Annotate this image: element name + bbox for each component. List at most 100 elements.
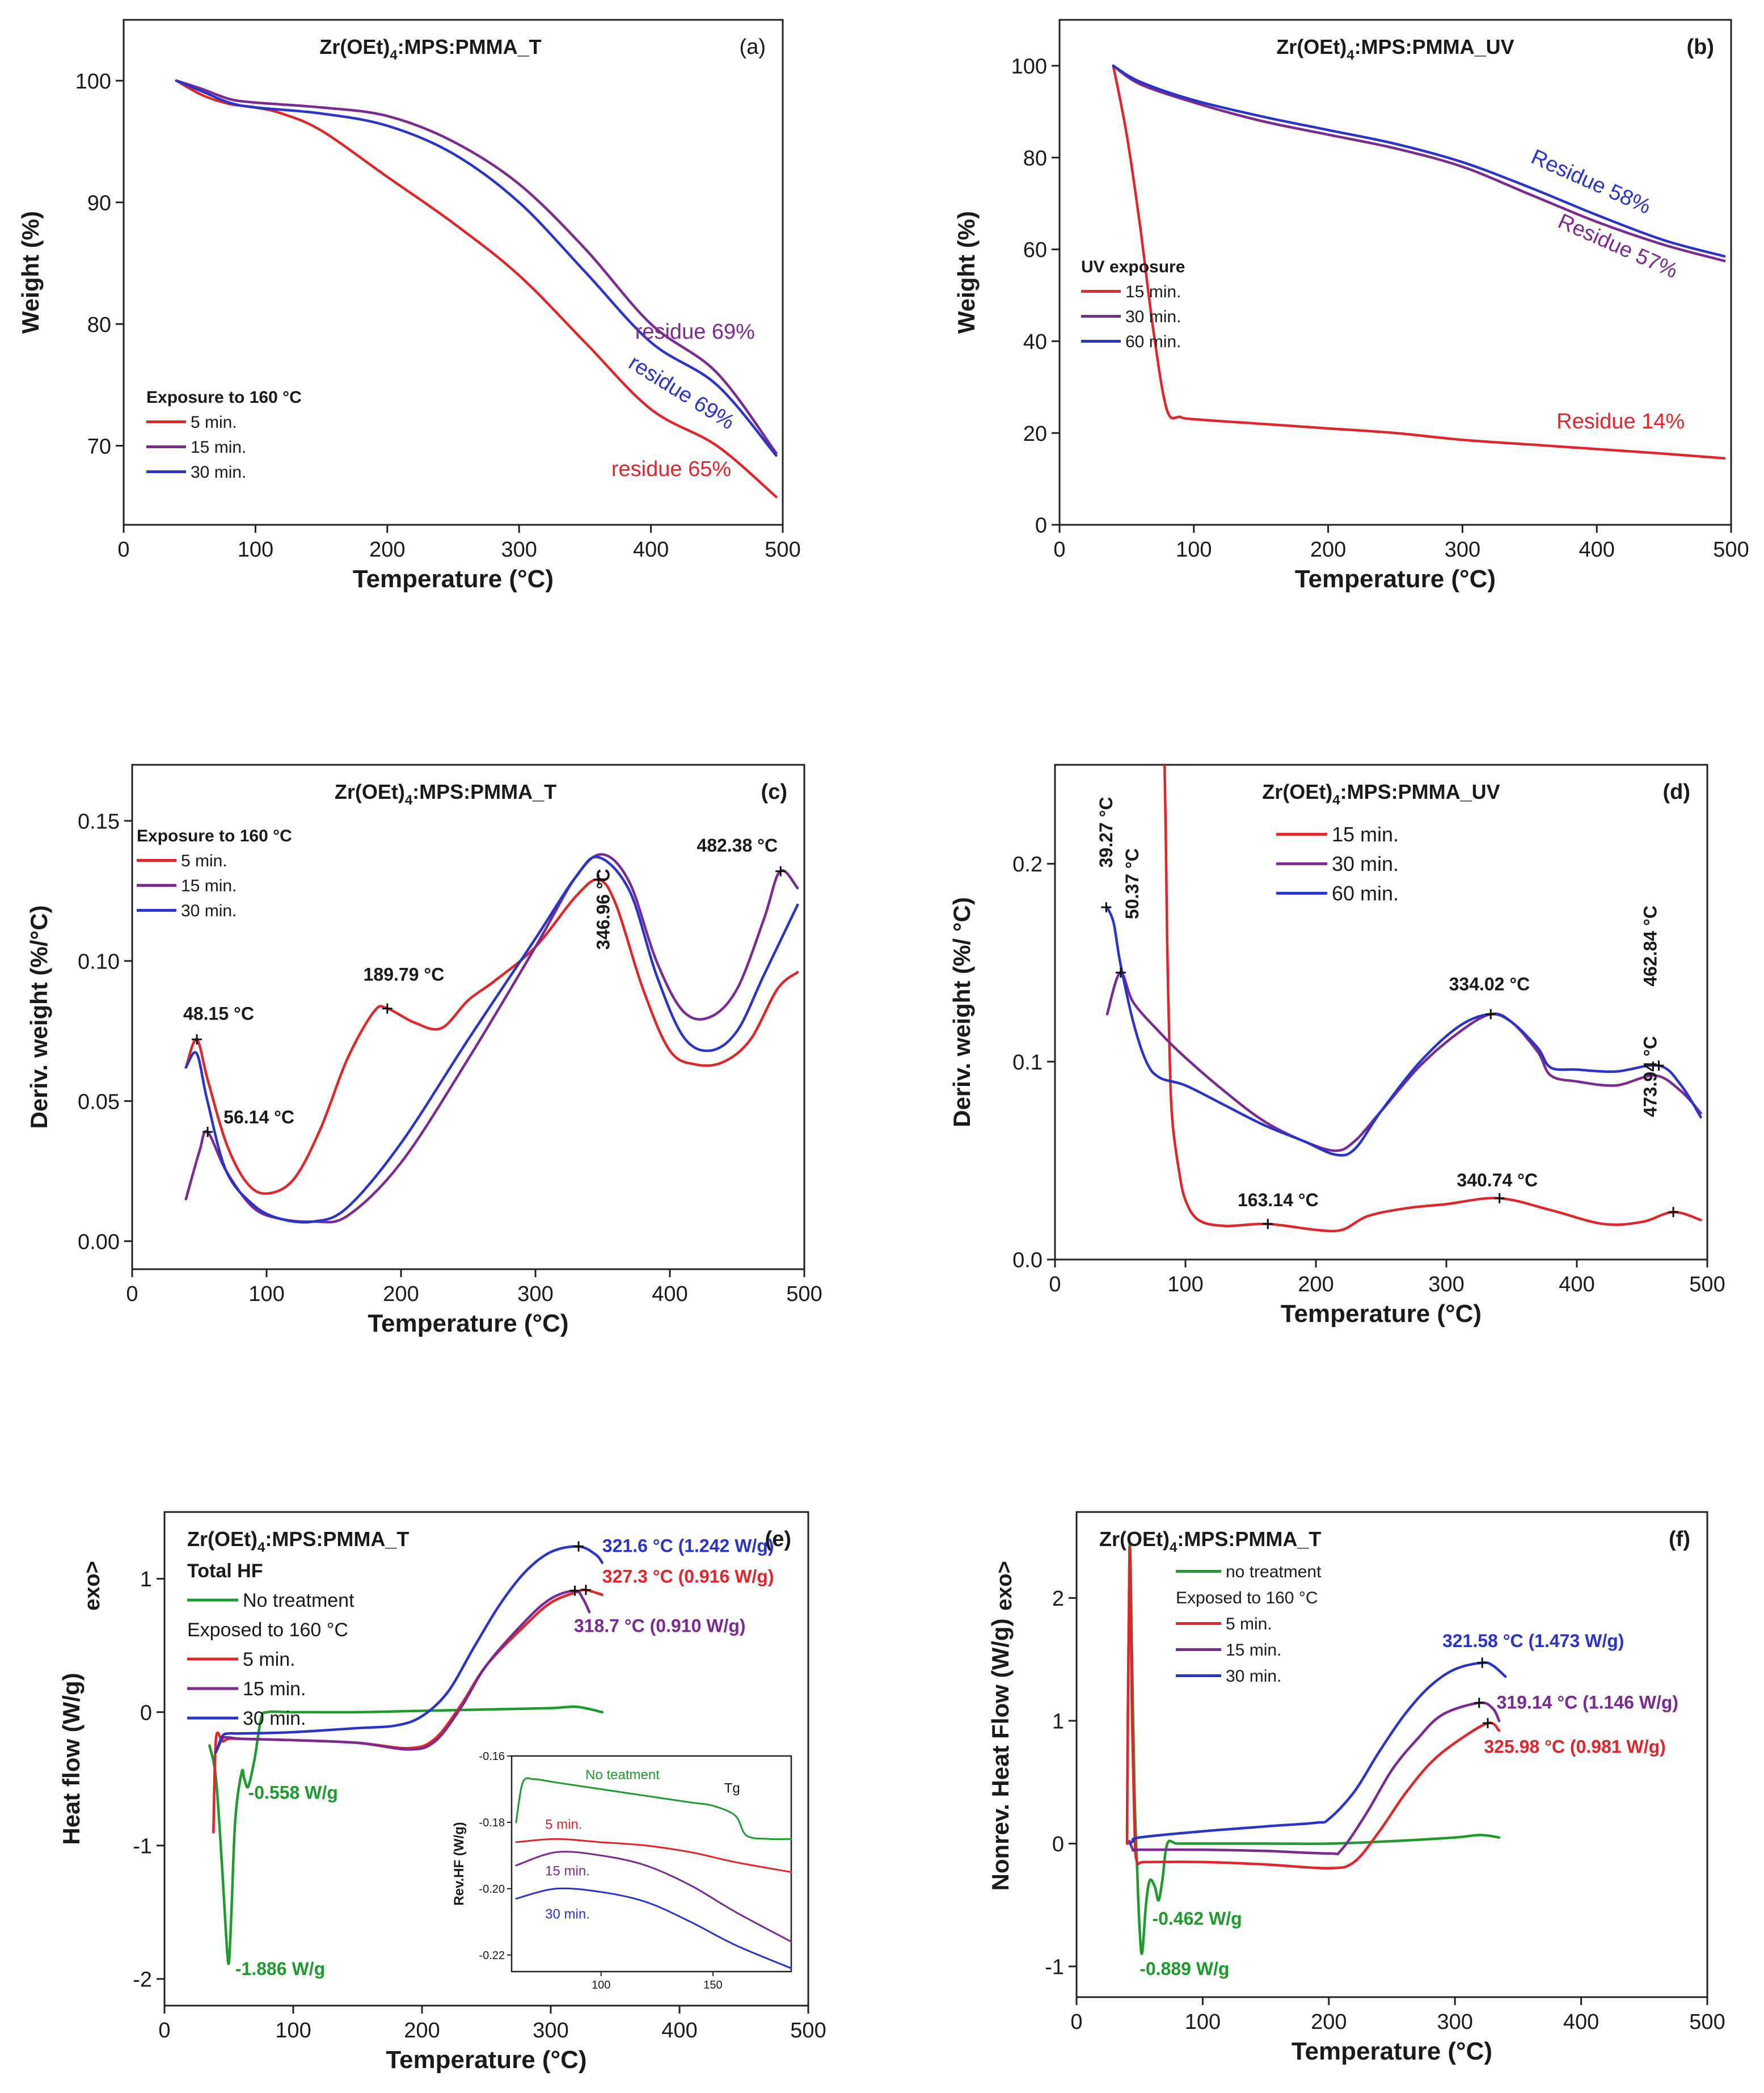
- series-line-15-min-: [175, 79, 778, 454]
- legend-entry: Exposed to 160 °C: [1176, 1589, 1318, 1607]
- inset-chart: 100 150 -0.16 -0.18 -0.20 -0.22 Rev.HF (W/g) No…: [451, 1750, 792, 1991]
- annotation-label: Residue 57%: [1554, 209, 1681, 283]
- inset-series-label: No teatment: [585, 1767, 660, 1783]
- chart-title-part: :MPS:PMMA_T: [265, 1527, 409, 1551]
- series-line-30-min-: [184, 856, 799, 1224]
- y-tick-label: -1: [1045, 1956, 1064, 1980]
- series-line-30-min-: [214, 1545, 604, 1754]
- y-axis-label: Weight (%): [953, 211, 980, 334]
- inset-y-tick-label: -0.20: [479, 1883, 505, 1896]
- y-tick-label: -1: [133, 1835, 152, 1859]
- peak-marker: [569, 1585, 580, 1596]
- legend-entry: 15 min.: [243, 1678, 306, 1700]
- x-axis-label: Temperature (°C): [1295, 565, 1496, 593]
- peak-marker: [1477, 1657, 1488, 1668]
- chart-title-part: :MPS:PMMA_UV: [1340, 780, 1500, 803]
- annotation-label: -0.558 W/g: [248, 1783, 338, 1803]
- x-axis-label: Temperature (°C): [1292, 2037, 1492, 2065]
- peak-marker: [775, 866, 786, 877]
- x-tick-label: 500: [765, 538, 800, 562]
- annotation-label: 48.15 °C: [183, 1003, 254, 1024]
- legend-title: UV exposure: [1081, 258, 1185, 276]
- series-line-30-min-: [515, 1887, 792, 1969]
- y-tick-label: 2: [1052, 1587, 1064, 1611]
- x-tick-label: 400: [633, 538, 669, 562]
- panel-label: (c): [761, 780, 787, 804]
- y-axis-label: Nonrev. Heat Flow (W/g): [987, 1619, 1014, 1891]
- y-tick-label: 0: [1035, 514, 1047, 538]
- x-tick-label: 200: [404, 2019, 440, 2043]
- x-tick-label: 200: [1311, 2010, 1347, 2034]
- legend-entry: 60 min.: [1332, 882, 1399, 905]
- series-line-5-min-: [212, 1588, 604, 1834]
- annotation-label: 462.84 °C: [1640, 906, 1660, 987]
- legend-entry: 30 min.: [1226, 1667, 1281, 1686]
- annotation-label: -0.462 W/g: [1152, 1908, 1242, 1928]
- y-axis-label: Deriv. weight (%/°C): [26, 905, 52, 1128]
- series-group: [1105, 765, 1702, 1233]
- peak-marker: [1486, 1009, 1496, 1020]
- x-tick-label: 300: [517, 1282, 553, 1306]
- annotation-label: -0.889 W/g: [1140, 1959, 1229, 1979]
- legend: UV exposure 15 min. 30 min. 60 min.: [1081, 258, 1185, 351]
- x-tick-label: 300: [501, 538, 537, 562]
- legend: Exposure to 160 °C 5 min. 15 min. 30 min.: [137, 827, 292, 920]
- x-tick-label: 0: [117, 538, 129, 562]
- series-group: [1125, 1542, 1507, 1955]
- series-line-5-min-: [175, 79, 778, 498]
- inset-series-label: 30 min.: [545, 1906, 590, 1922]
- chart-panel-e: 0 100 200 300 400 500 -2 -1 0 1 Zr(OEt)4:MPS:PMMA_…: [58, 1511, 826, 2074]
- chart-title-subscript: 4: [258, 1540, 265, 1555]
- chart-title-part: :MPS:PMMA_T: [398, 35, 542, 58]
- x-tick-label: 0: [1070, 2010, 1082, 2034]
- panel-label: (b): [1686, 35, 1714, 59]
- peak-marker: [1668, 1207, 1679, 1218]
- x-tick-label: 100: [1167, 1273, 1203, 1296]
- series-group: [208, 1545, 604, 1965]
- annotation-label: 327.3 °C (0.916 W/g): [602, 1566, 774, 1587]
- annotation-label: 325.98 °C (0.981 W/g): [1484, 1736, 1665, 1757]
- chart-title-subscript: 4: [1332, 793, 1340, 808]
- x-tick-label: 100: [275, 2019, 311, 2043]
- legend: Exposure to 160 °C 5 min. 15 min. 30 min.: [146, 388, 302, 482]
- legend-title: Exposure to 160 °C: [146, 388, 302, 407]
- legend-entry: no treatment: [1226, 1563, 1322, 1581]
- annotation-label: 39.27 °C: [1096, 797, 1116, 868]
- x-axis-label: Temperature (°C): [368, 1309, 568, 1337]
- series-line-no-treatment: [515, 1777, 792, 1841]
- legend: Total HF No treatment Exposed to 160 °C 5 m…: [187, 1560, 355, 1729]
- x-tick-label: 500: [1713, 538, 1749, 562]
- peak-marker: [192, 1034, 202, 1045]
- annotation-label: 318.7 °C (0.910 W/g): [574, 1616, 746, 1636]
- inset-series-label: Tg: [724, 1780, 740, 1796]
- annotation-label: 340.74 °C: [1457, 1170, 1538, 1190]
- x-tick-label: 400: [1559, 1273, 1594, 1296]
- peak-marker: [593, 874, 604, 885]
- plot-frame: [163, 1511, 809, 2007]
- chart-title-part: Zr(OEt): [187, 1527, 258, 1551]
- y-tick-label: 100: [75, 70, 111, 94]
- series-line-30-min-: [175, 79, 778, 457]
- chart-title-part: Zr(OEt): [1262, 780, 1332, 803]
- x-tick-label: 0: [158, 2019, 170, 2043]
- series-line-60-min-: [1112, 64, 1726, 258]
- legend-entry: 5 min.: [191, 413, 237, 432]
- chart-title-part: Zr(OEt): [1276, 35, 1347, 58]
- series-line-30-min-: [1105, 971, 1702, 1152]
- chart-title: Zr(OEt)4:MPS:PMMA_T: [187, 1527, 409, 1555]
- plot-frame: [1058, 19, 1732, 526]
- chart-title-subscript: 4: [1347, 48, 1354, 63]
- y-tick-label: 0: [1052, 1833, 1064, 1856]
- chart-title: Zr(OEt)4:MPS:PMMA_T: [335, 780, 556, 808]
- annotation-label: -1.886 W/g: [235, 1959, 325, 1979]
- panel-label: (a): [740, 35, 766, 59]
- annotation-label: 321.6 °C (1.242 W/g): [602, 1536, 774, 1556]
- x-tick-label: 300: [533, 2019, 568, 2043]
- plot-frame: [131, 764, 805, 1270]
- chart-title-part: Zr(OEt): [319, 35, 390, 58]
- panel-label: (d): [1662, 780, 1690, 804]
- x-tick-label: 400: [661, 2019, 697, 2043]
- annotation-label: residue 65%: [611, 457, 731, 481]
- annotation-label: residue 69%: [635, 320, 755, 344]
- annotation-label: 163.14 °C: [1238, 1190, 1319, 1210]
